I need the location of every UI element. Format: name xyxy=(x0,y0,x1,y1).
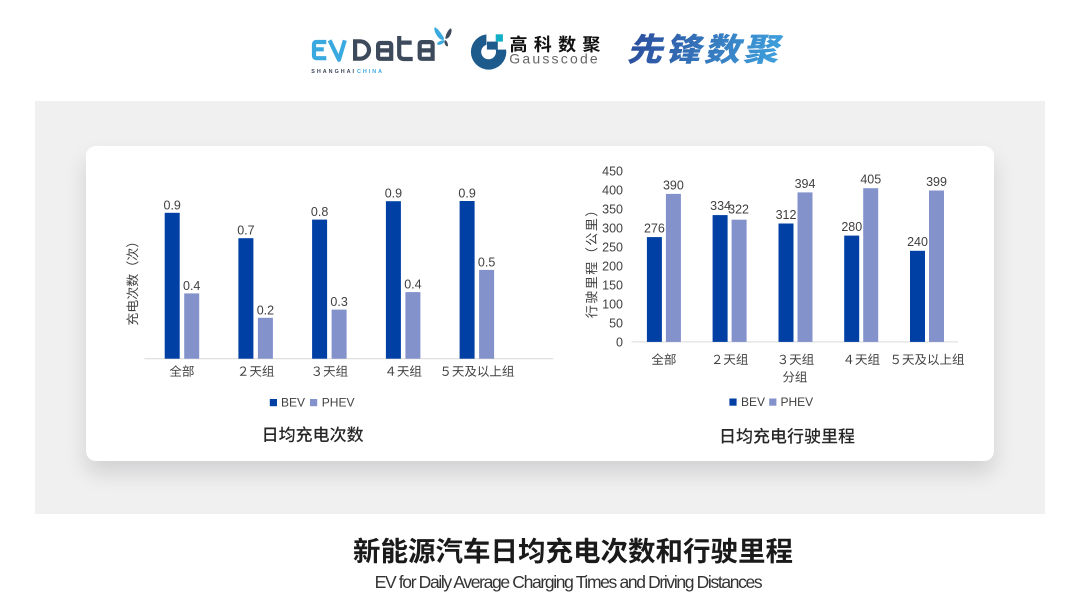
svg-text:312: 312 xyxy=(776,208,797,222)
svg-text:BEV: BEV xyxy=(741,395,765,409)
svg-text:200: 200 xyxy=(602,260,623,274)
svg-text:0: 0 xyxy=(616,335,623,349)
svg-text:0.9: 0.9 xyxy=(385,187,402,201)
svg-text:PHEV: PHEV xyxy=(322,396,355,410)
svg-text:0.7: 0.7 xyxy=(237,224,254,238)
svg-text:350: 350 xyxy=(602,203,623,217)
svg-text:394: 394 xyxy=(795,177,816,191)
svg-text:399: 399 xyxy=(926,175,947,189)
svg-text:Gausscode: Gausscode xyxy=(509,50,600,66)
svg-text:0.5: 0.5 xyxy=(478,255,495,269)
svg-text:250: 250 xyxy=(602,241,623,255)
svg-text:450: 450 xyxy=(602,165,623,179)
svg-text:BEV: BEV xyxy=(281,396,305,410)
svg-text:0.8: 0.8 xyxy=(311,205,328,219)
svg-text:100: 100 xyxy=(602,297,623,311)
svg-text:276: 276 xyxy=(644,222,665,236)
svg-text:0.9: 0.9 xyxy=(164,198,181,212)
svg-text:EV for Daily Average Charging: EV for Daily Average Charging Times and … xyxy=(375,572,763,592)
svg-text:405: 405 xyxy=(860,173,881,187)
svg-text:0.3: 0.3 xyxy=(330,295,347,309)
svg-text:400: 400 xyxy=(602,184,623,198)
svg-text:300: 300 xyxy=(602,222,623,236)
svg-text:150: 150 xyxy=(602,279,623,293)
svg-text:SHANGHAI: SHANGHAI xyxy=(311,69,356,75)
svg-text:0.9: 0.9 xyxy=(458,187,475,201)
svg-text:50: 50 xyxy=(609,316,623,330)
svg-text:240: 240 xyxy=(907,235,928,249)
svg-text:0.4: 0.4 xyxy=(183,279,200,293)
svg-text:334: 334 xyxy=(710,199,731,213)
svg-text:0.2: 0.2 xyxy=(257,303,274,317)
svg-text:322: 322 xyxy=(728,203,749,217)
svg-text:280: 280 xyxy=(841,220,862,234)
svg-text:390: 390 xyxy=(663,178,684,192)
svg-text:PHEV: PHEV xyxy=(781,395,814,409)
svg-text:CHINA: CHINA xyxy=(357,69,384,75)
svg-text:0.4: 0.4 xyxy=(404,278,421,292)
